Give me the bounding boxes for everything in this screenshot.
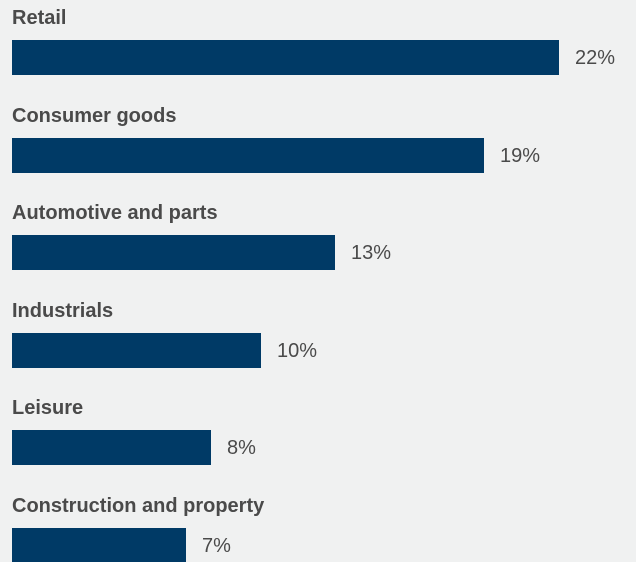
bar-row: Industrials 10%: [12, 299, 632, 379]
bar-row: Retail 22%: [12, 6, 632, 86]
bar: [12, 332, 261, 368]
bar-row: Construction and property 7%: [12, 494, 632, 562]
bar: [12, 527, 186, 562]
bar: [12, 40, 559, 75]
category-label: Industrials: [12, 299, 114, 322]
bar-row: Automotive and parts 13%: [12, 201, 632, 281]
category-label: Leisure: [12, 397, 84, 419]
category-label: Automotive and parts: [12, 202, 218, 224]
value-label: 13%: [351, 242, 392, 264]
bar: [12, 137, 484, 173]
bar-row: Leisure 8%: [12, 396, 632, 476]
category-label: Construction and property: [12, 494, 265, 517]
value-label: 19%: [500, 144, 541, 167]
value-label: 8%: [227, 437, 256, 459]
value-label: 7%: [202, 534, 231, 557]
bar-row: Consumer goods 19%: [12, 104, 632, 184]
value-label: 10%: [277, 339, 318, 362]
value-label: 22%: [575, 47, 616, 69]
bar: [12, 430, 211, 465]
bar: [12, 235, 335, 270]
category-label: Retail: [12, 7, 67, 29]
category-label: Consumer goods: [12, 104, 177, 127]
